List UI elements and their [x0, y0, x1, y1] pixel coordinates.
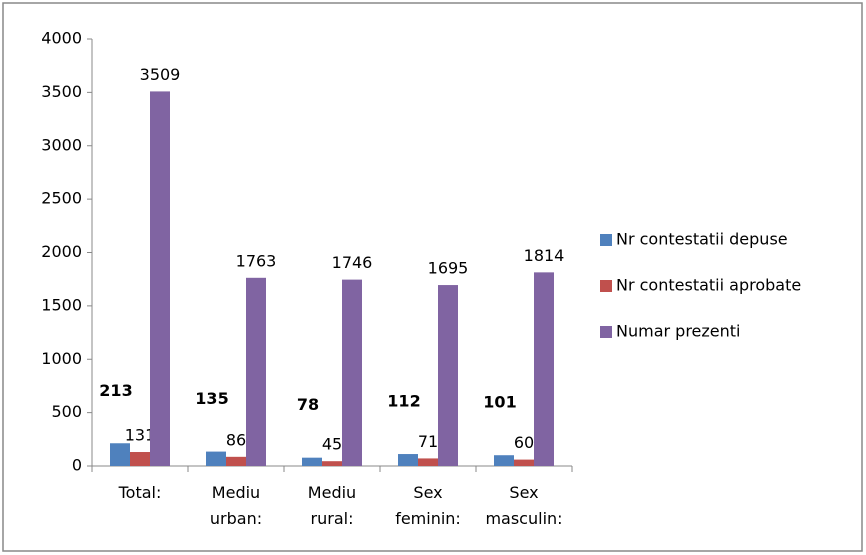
bar — [130, 452, 150, 466]
bar — [302, 457, 322, 466]
bar — [322, 461, 342, 466]
data-label: 78 — [297, 395, 319, 414]
legend-swatch — [600, 326, 612, 338]
data-label: 3509 — [140, 65, 181, 84]
y-tick-label: 500 — [51, 402, 82, 421]
y-tick-label: 4000 — [41, 29, 82, 48]
y-tick-label: 3000 — [41, 135, 82, 154]
data-label: 60 — [514, 433, 534, 452]
x-tick-label: Mediu rural: — [307, 483, 357, 528]
x-tick-label: Sex masculin: — [485, 483, 563, 528]
data-label: 71 — [418, 432, 438, 451]
bar — [438, 285, 458, 466]
legend-swatch — [600, 234, 612, 246]
y-tick-label: 1000 — [41, 349, 82, 368]
legend-swatch — [600, 280, 612, 292]
data-label: 86 — [226, 430, 246, 449]
data-label: 1814 — [524, 246, 565, 265]
bar — [514, 459, 534, 466]
bar — [226, 456, 246, 466]
bar — [110, 443, 130, 466]
x-tick-label: Total: — [118, 483, 162, 502]
bar — [150, 91, 170, 467]
bar — [418, 458, 438, 466]
x-tick-label: Mediu urban: — [209, 483, 263, 528]
x-tick-label: Sex feminin: — [395, 483, 461, 528]
legend-label: Numar prezenti — [616, 322, 741, 341]
bar — [398, 454, 418, 466]
data-label: 112 — [387, 392, 420, 411]
data-label: 1746 — [332, 253, 373, 272]
data-label: 101 — [483, 393, 516, 412]
bar — [534, 272, 554, 466]
legend-label: Nr contestatii depuse — [616, 230, 788, 249]
y-tick-label: 2000 — [41, 242, 82, 261]
data-label: 131 — [125, 426, 156, 445]
data-label: 45 — [322, 435, 342, 454]
bar — [206, 451, 226, 466]
y-tick-label: 1500 — [41, 295, 82, 314]
data-label: 135 — [195, 389, 228, 408]
y-tick-label: 3500 — [41, 82, 82, 101]
data-label: 1763 — [236, 251, 277, 270]
y-tick-label: 2500 — [41, 189, 82, 208]
legend-label: Nr contestatii aprobate — [616, 276, 801, 295]
bar — [246, 277, 266, 466]
bar — [342, 279, 362, 466]
data-label: 213 — [99, 381, 132, 400]
bar — [494, 455, 514, 466]
data-label: 1695 — [428, 259, 469, 278]
y-tick-label: 0 — [72, 456, 82, 475]
